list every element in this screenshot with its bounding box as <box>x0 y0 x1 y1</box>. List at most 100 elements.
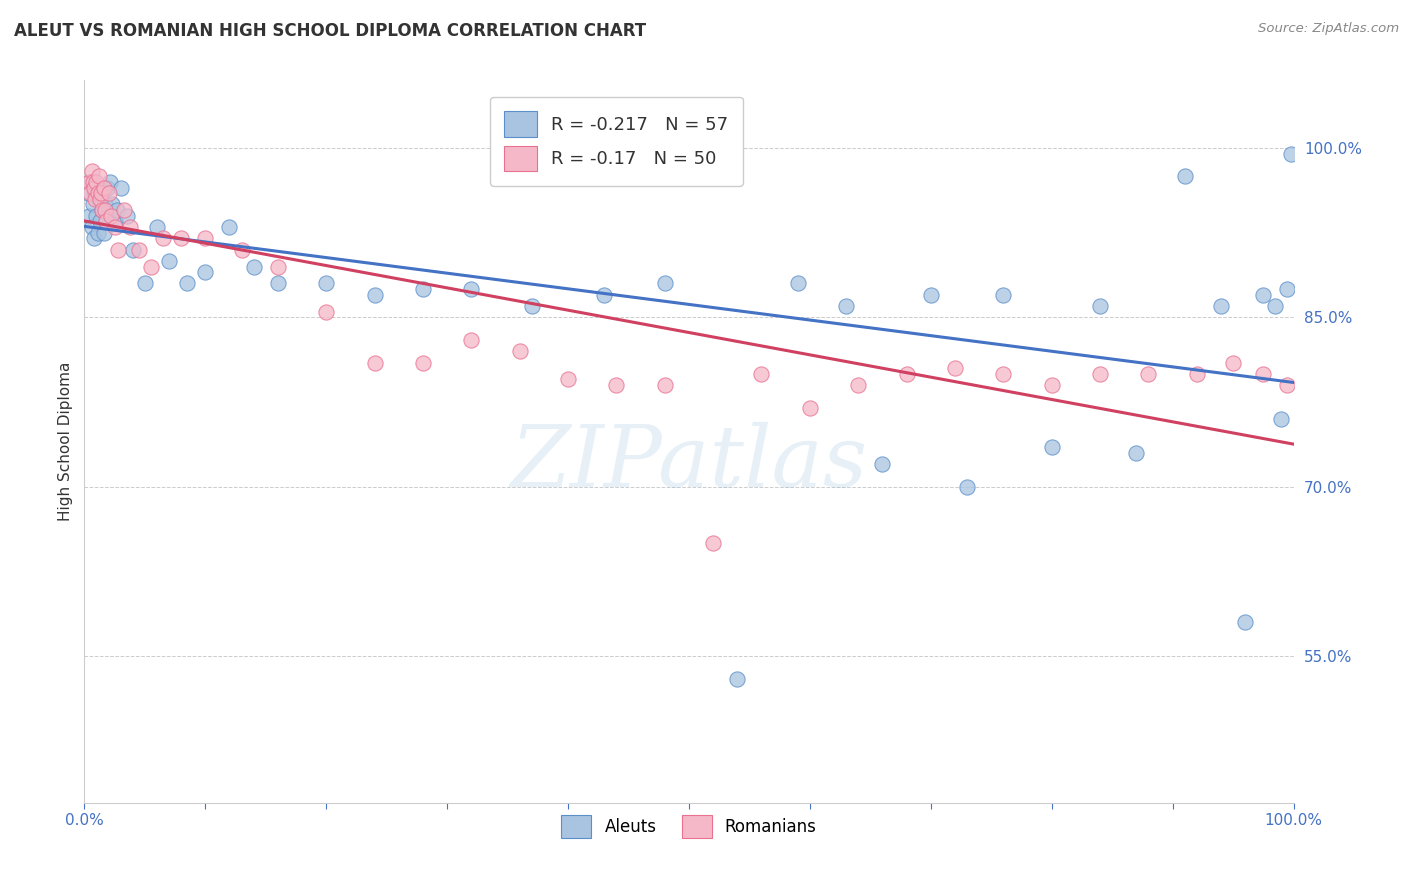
Point <box>872 457 894 471</box>
Point <box>77 186 100 201</box>
Point <box>1279 146 1302 161</box>
Point <box>105 203 128 218</box>
Y-axis label: High School Diploma: High School Diploma <box>58 362 73 521</box>
Text: ZIPatlas: ZIPatlas <box>510 422 868 505</box>
Point <box>82 175 104 189</box>
Point <box>89 214 111 228</box>
Point <box>112 203 135 218</box>
Text: Source: ZipAtlas.com: Source: ZipAtlas.com <box>1258 22 1399 36</box>
Point <box>89 192 111 206</box>
Point <box>93 180 115 194</box>
Point <box>1088 299 1111 313</box>
Point <box>1088 367 1111 381</box>
Point <box>231 243 253 257</box>
Point <box>605 378 627 392</box>
Point <box>920 287 942 301</box>
Point <box>94 214 117 228</box>
Point <box>82 197 104 211</box>
Point <box>363 287 385 301</box>
Point <box>84 192 107 206</box>
Point <box>460 333 482 347</box>
Point <box>1253 367 1275 381</box>
Point <box>79 175 101 189</box>
Point <box>1253 287 1275 301</box>
Point <box>94 197 117 211</box>
Point <box>846 378 869 392</box>
Point <box>654 378 676 392</box>
Point <box>152 231 174 245</box>
Point <box>94 203 117 218</box>
Point <box>1185 367 1208 381</box>
Point <box>509 344 531 359</box>
Point <box>100 209 122 223</box>
Point <box>1174 169 1197 184</box>
Point <box>412 355 434 369</box>
Point <box>557 372 579 386</box>
Legend: Aleuts, Romanians: Aleuts, Romanians <box>554 808 824 845</box>
Point <box>104 214 127 228</box>
Point <box>86 209 108 223</box>
Point <box>170 231 193 245</box>
Point <box>115 209 138 223</box>
Point <box>83 180 105 194</box>
Point <box>993 287 1015 301</box>
Point <box>267 260 290 274</box>
Point <box>121 243 143 257</box>
Point <box>176 277 198 291</box>
Point <box>786 277 808 291</box>
Point <box>93 226 115 240</box>
Point <box>97 186 120 201</box>
Point <box>110 180 132 194</box>
Point <box>993 367 1015 381</box>
Point <box>315 304 337 318</box>
Point <box>267 277 290 291</box>
Point <box>593 287 616 301</box>
Point <box>412 282 434 296</box>
Point <box>835 299 858 313</box>
Point <box>751 367 773 381</box>
Point <box>1277 282 1299 296</box>
Point <box>218 220 240 235</box>
Point <box>157 253 180 268</box>
Point <box>460 282 482 296</box>
Point <box>96 180 118 194</box>
Point <box>725 672 748 686</box>
Point <box>194 265 217 279</box>
Point <box>90 186 112 201</box>
Point <box>101 197 124 211</box>
Point <box>83 231 105 245</box>
Point <box>1264 299 1286 313</box>
Point <box>90 186 112 201</box>
Point <box>80 220 103 235</box>
Point <box>86 186 108 201</box>
Point <box>87 169 110 184</box>
Point <box>1270 412 1292 426</box>
Point <box>1125 446 1147 460</box>
Point <box>104 220 127 235</box>
Point <box>134 277 156 291</box>
Point <box>242 260 264 274</box>
Point <box>520 299 543 313</box>
Point <box>943 361 966 376</box>
Point <box>86 175 108 189</box>
Point <box>146 220 169 235</box>
Point <box>120 220 142 235</box>
Point <box>128 243 150 257</box>
Point <box>91 203 114 218</box>
Point <box>107 243 129 257</box>
Point <box>1040 440 1063 454</box>
Point <box>956 480 979 494</box>
Point <box>1234 615 1257 630</box>
Point <box>86 226 108 240</box>
Point <box>139 260 162 274</box>
Point <box>1137 367 1160 381</box>
Point <box>1277 378 1299 392</box>
Point <box>1040 378 1063 392</box>
Point <box>77 209 100 223</box>
Point <box>79 186 101 201</box>
Point <box>87 192 110 206</box>
Point <box>363 355 385 369</box>
Point <box>1222 355 1244 369</box>
Point <box>80 163 103 178</box>
Point <box>654 277 676 291</box>
